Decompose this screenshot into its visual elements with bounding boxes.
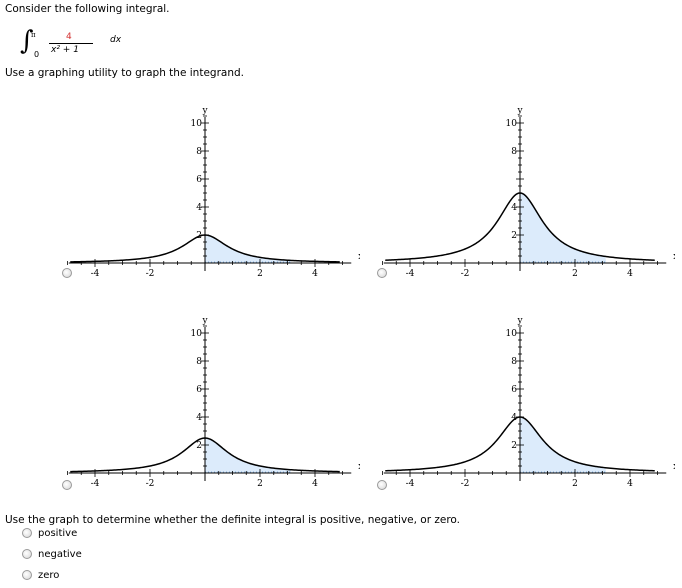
y-axis-label: y (516, 106, 523, 116)
shaded-area (205, 235, 292, 263)
follow-up-question: Use the graph to determine whether the d… (5, 514, 461, 526)
x-tick-label: -2 (146, 269, 155, 279)
answer-negative-radio[interactable] (22, 549, 32, 559)
y-tick-label: 8 (196, 357, 202, 367)
graph-option-2: -4 -2 2 4 10 8 4 2 x y (375, 98, 675, 308)
y-tick-label: 2 (511, 231, 517, 241)
shaded-area (205, 438, 292, 473)
integral-expression: ∫ π 0 4 x² + 1 dx (18, 26, 138, 62)
x-tick-label: 2 (257, 269, 263, 279)
graph-svg: -4 -2 2 4 10 8 6 4 2 x y (382, 316, 675, 489)
x-axis-label: x (358, 462, 360, 472)
integrand-curve (385, 192, 655, 261)
graph-svg: -4 -2 2 4 10 8 4 2 x y (382, 106, 675, 279)
x-tick-label: 2 (572, 269, 578, 279)
integrand-denominator: x² + 1 (51, 45, 79, 55)
graph-option-3: -4 -2 2 4 10 8 6 4 2 x y (60, 308, 360, 518)
x-tick-label: -4 (91, 269, 100, 279)
x-tick-label: -2 (461, 269, 470, 279)
graph-option-3-radio[interactable] (62, 480, 72, 490)
answer-positive-label[interactable]: positive (38, 528, 78, 539)
y-tick-label: 6 (511, 385, 517, 395)
y-tick-label: 2 (511, 441, 517, 451)
x-tick-label: -4 (91, 479, 100, 489)
integrand-curve (70, 234, 340, 263)
y-axis-label: y (201, 316, 208, 326)
y-tick-label: 6 (196, 175, 202, 185)
fraction-bar (49, 43, 93, 44)
x-tick-label: 4 (312, 269, 318, 279)
x-tick-label: 2 (257, 479, 263, 489)
x-tick-label: 2 (572, 479, 578, 489)
y-tick-label: 10 (506, 119, 518, 129)
y-tick-label: 10 (191, 329, 203, 339)
y-tick-label: 8 (196, 147, 202, 157)
shaded-area (520, 193, 607, 263)
graph-option-1: -4-224108642xy (60, 98, 360, 308)
answer-positive-radio[interactable] (22, 528, 32, 538)
x-tick-label: 4 (312, 479, 318, 489)
x-tick-label: -2 (461, 479, 470, 489)
answer-negative-label[interactable]: negative (38, 549, 82, 560)
answer-zero-label[interactable]: zero (38, 570, 60, 581)
integral-lower-limit: 0 (34, 50, 40, 59)
graph-option-4: -4 -2 2 4 10 8 6 4 2 x y (375, 308, 675, 518)
graph-option-2-radio[interactable] (377, 268, 387, 278)
y-tick-label: 8 (511, 357, 517, 367)
integrand-curve (70, 437, 340, 473)
y-axis-label: y (516, 316, 523, 326)
y-tick-label: 10 (191, 119, 203, 129)
answer-zero-radio[interactable] (22, 570, 32, 580)
x-axis-label: x (358, 252, 360, 262)
x-tick-label: 4 (627, 269, 633, 279)
x-tick-label: -4 (406, 479, 415, 489)
shaded-area (520, 417, 607, 473)
integral-differential: dx (110, 35, 122, 45)
y-tick-label: 6 (196, 385, 202, 395)
graph-svg: -4-224108642xy (67, 106, 360, 279)
graph-svg: -4 -2 2 4 10 8 6 4 2 x y (67, 316, 360, 489)
y-tick-label: 4 (196, 203, 202, 213)
x-tick-label: -2 (146, 479, 155, 489)
y-axis-label: y (201, 106, 208, 116)
y-tick-label: 4 (196, 413, 202, 423)
x-axis-label: x (673, 462, 675, 472)
graph-instruction: Use a graphing utility to graph the inte… (5, 67, 244, 79)
y-tick-label: 4 (511, 203, 517, 213)
y-tick-label: 10 (506, 329, 518, 339)
question-prompt: Consider the following integral. (5, 3, 170, 15)
x-tick-label: 4 (627, 479, 633, 489)
integrand-curve (385, 416, 655, 472)
y-tick-label: 4 (511, 413, 517, 423)
x-tick-label: -4 (406, 269, 415, 279)
integral-upper-limit: π (31, 31, 36, 39)
y-tick-label: 8 (511, 147, 517, 157)
integrand-numerator: 4 (66, 32, 72, 42)
graph-option-1-radio[interactable] (62, 268, 72, 278)
x-axis-label: x (673, 252, 675, 262)
integral-sign: ∫ (20, 26, 34, 56)
graph-option-4-radio[interactable] (377, 480, 387, 490)
y-tick-label: 2 (196, 441, 202, 451)
